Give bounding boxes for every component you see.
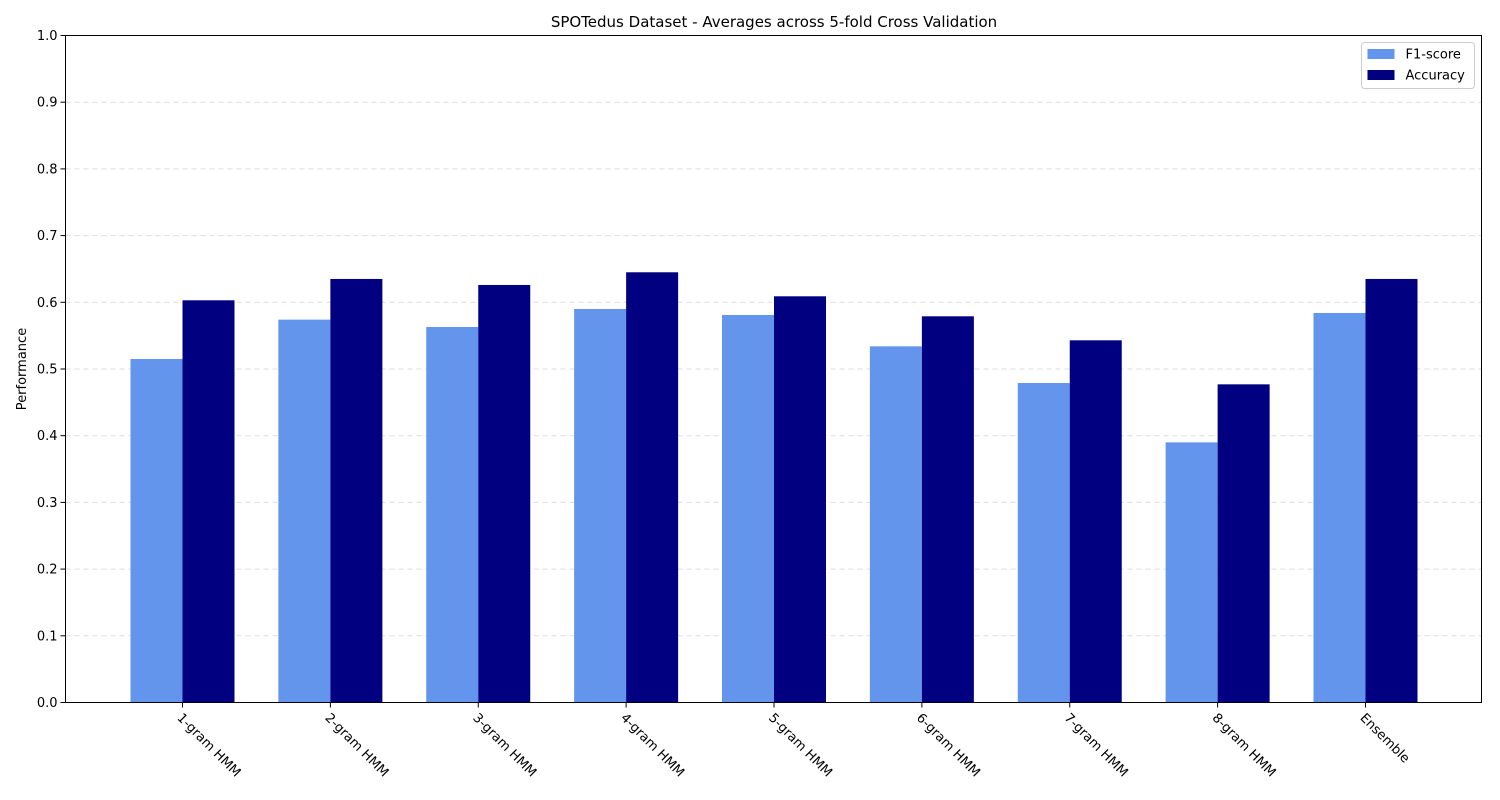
bar-accuracy	[921, 316, 974, 703]
bar-accuracy	[478, 284, 531, 703]
y-tick-label: 1.0	[37, 29, 58, 44]
legend: F1-score Accuracy	[1361, 42, 1475, 89]
x-tick-label: 7-gram HMM	[1061, 711, 1131, 781]
bar-accuracy	[182, 300, 235, 703]
y-axis: 0.0 0.1 0.2 0.3 0.4 0.5 0.6 0.7 0.8 0.9 1.0	[37, 29, 66, 711]
y-tick-label: 0.6	[37, 296, 58, 311]
bar-f1-score	[426, 326, 479, 703]
x-tick-label: 5-gram HMM	[765, 711, 835, 781]
bar-f1-score	[722, 314, 774, 703]
y-tick-label: 0.1	[37, 629, 58, 644]
bar-accuracy	[626, 272, 679, 703]
y-tick-label: 0.2	[37, 563, 58, 578]
bars	[130, 272, 1418, 703]
y-tick-label: 0.0	[37, 696, 58, 711]
x-tick-label: 6-gram HMM	[913, 711, 983, 781]
y-axis-label: Performance	[15, 328, 30, 410]
chart-title: SPOTedus Dataset - Averages across 5-fol…	[551, 13, 997, 31]
bar-accuracy	[1069, 340, 1122, 703]
y-tick-label: 0.8	[37, 162, 58, 177]
bar-accuracy	[1365, 278, 1418, 703]
y-tick-label: 0.9	[37, 96, 58, 111]
x-tick-label: Ensemble	[1357, 711, 1413, 767]
y-tick-label: 0.3	[37, 496, 58, 511]
bar-f1-score	[278, 319, 331, 703]
legend-swatch	[1367, 70, 1395, 80]
x-tick-label: 3-gram HMM	[469, 711, 539, 781]
legend-label: Accuracy	[1406, 69, 1466, 84]
x-tick-label: 2-gram HMM	[322, 711, 392, 781]
bar-f1-score	[1313, 312, 1366, 703]
bar-f1-score	[1017, 383, 1070, 703]
bar-f1-score	[1165, 442, 1218, 703]
legend-swatch	[1367, 49, 1395, 59]
x-tick-label: 1-gram HMM	[174, 711, 244, 781]
x-axis: 1-gram HMM 2-gram HMM 3-gram HMM 4-gram HMM…	[174, 702, 1413, 781]
bar-f1-score	[869, 346, 922, 703]
legend-label: F1-score	[1406, 48, 1461, 63]
y-tick-label: 0.5	[37, 363, 58, 378]
bar-f1-score	[130, 358, 183, 703]
bar-accuracy	[330, 278, 383, 703]
bar-f1-score	[574, 308, 627, 703]
y-tick-label: 0.4	[37, 429, 58, 444]
bar-accuracy	[1217, 384, 1270, 703]
bar-accuracy	[774, 296, 826, 703]
y-tick-label: 0.7	[37, 229, 58, 244]
x-tick-label: 8-gram HMM	[1209, 711, 1279, 781]
x-tick-label: 4-gram HMM	[617, 711, 687, 781]
